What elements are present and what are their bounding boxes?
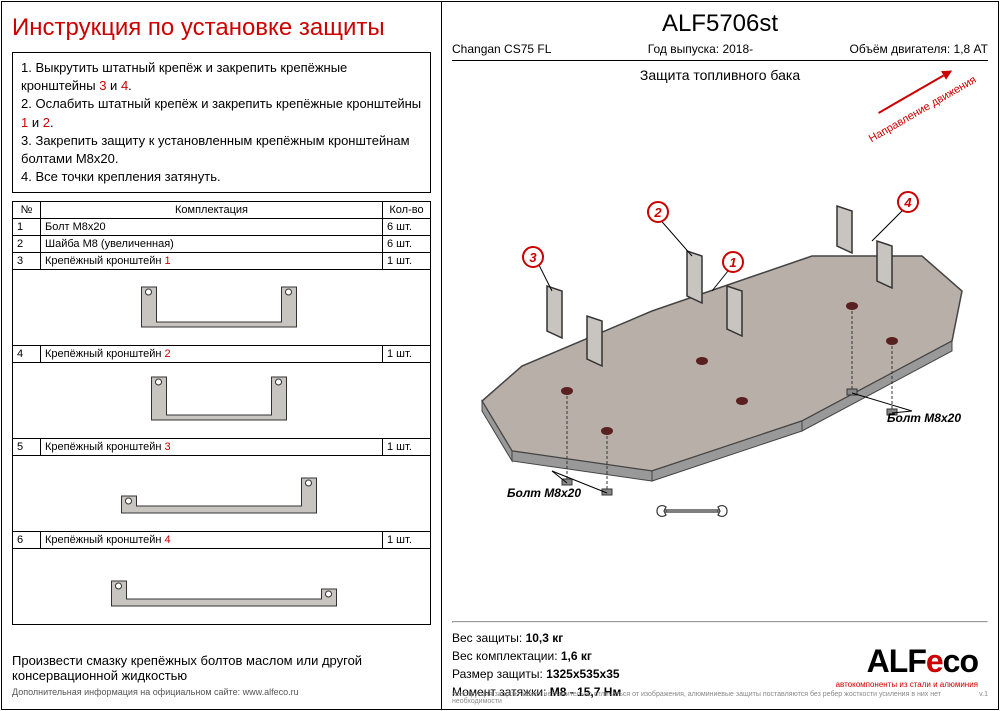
logo-text: ALFeco xyxy=(836,643,978,680)
table-row xyxy=(13,549,431,625)
bracket-4-icon xyxy=(17,551,426,619)
bracket-2-icon xyxy=(17,365,426,433)
callout-2: 2 xyxy=(647,201,669,223)
left-panel: Инструкция по установке защиты 1. Выкрут… xyxy=(2,2,442,709)
header-row: Changan CS75 FL Год выпуска: 2018- Объём… xyxy=(452,42,988,61)
diagram-area: 1 2 3 4 Болт М8х20 Болт М8х20 xyxy=(452,91,988,621)
right-panel: ALF5706st Changan CS75 FL Год выпуска: 2… xyxy=(442,2,998,709)
step-4: 4. Все точки крепления затянуть. xyxy=(21,168,422,186)
table-row xyxy=(13,270,431,346)
table-row: 2Шайба М8 (увеличенная)6 шт. xyxy=(13,236,431,253)
col-no: № xyxy=(13,202,41,219)
model: Changan CS75 FL xyxy=(452,42,551,56)
callout-4: 4 xyxy=(897,191,919,213)
table-row: 3Крепёжный кронштейн 11 шт. xyxy=(13,253,431,270)
table-row: 5Крепёжный кронштейн 31 шт. xyxy=(13,439,431,456)
step-1: 1. Выкрутить штатный крепёж и закрепить … xyxy=(21,59,422,95)
page-title: Инструкция по установке защиты xyxy=(12,14,431,42)
bolt-label-right: Болт М8х20 xyxy=(887,411,961,425)
bracket-1-icon xyxy=(17,272,426,340)
col-name: Комплектация xyxy=(41,202,383,219)
plate-diagram xyxy=(452,91,982,511)
subtitle: Защита топливного бака xyxy=(452,67,988,83)
part-code: ALF5706st xyxy=(452,10,988,38)
table-row xyxy=(13,363,431,439)
table-row: 1Болт М8х206 шт. xyxy=(13,219,431,236)
step-3: 3. Закрепить защиту к установленным креп… xyxy=(21,132,422,168)
engine: Объём двигателя: 1,8 AT xyxy=(850,42,988,56)
callout-3: 3 xyxy=(522,246,544,268)
bolt-label-left: Болт М8х20 xyxy=(507,486,581,500)
steps-box: 1. Выкрутить штатный крепёж и закрепить … xyxy=(12,52,431,193)
parts-table: № Комплектация Кол-во 1Болт М8х206 шт. 2… xyxy=(12,201,431,625)
footer-note: Произвести смазку крепёжных болтов масло… xyxy=(12,653,431,683)
year: Год выпуска: 2018- xyxy=(648,42,753,56)
logo-sub: автокомпоненты из стали и алюминия xyxy=(836,680,978,689)
footer-url: Дополнительная информация на официальном… xyxy=(12,687,431,697)
wrench-icon xyxy=(652,501,732,521)
table-row: 4Крепёжный кронштейн 21 шт. xyxy=(13,346,431,363)
table-row: 6Крепёжный кронштейн 41 шт. xyxy=(13,532,431,549)
step-2: 2. Ослабить штатный крепёж и закрепить к… xyxy=(21,95,422,131)
bracket-3-icon xyxy=(17,458,426,526)
callout-1: 1 xyxy=(722,251,744,273)
col-qty: Кол-во xyxy=(383,202,431,219)
table-row xyxy=(13,456,431,532)
logo: ALFeco автокомпоненты из стали и алюмини… xyxy=(836,643,978,689)
right-footer: Конструкция защиты может незначительно о… xyxy=(452,691,988,705)
